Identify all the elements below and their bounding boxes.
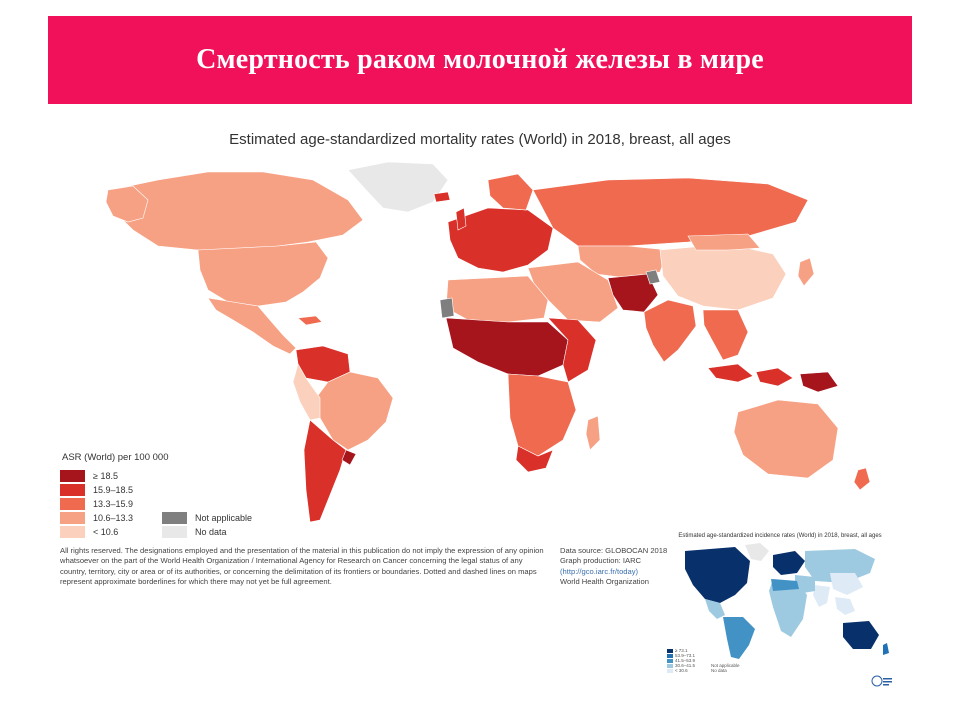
legend-label-2: 15.9–18.5 xyxy=(93,485,134,495)
mortality-world-map xyxy=(105,161,871,523)
legend-class-1: ≥ 18.5 xyxy=(60,470,118,482)
legend-label-5: < 10.6 xyxy=(93,527,119,537)
legend-class-3: 13.3–15.9 xyxy=(60,498,133,510)
iceland xyxy=(433,191,451,203)
inset-legend-nodata: No data xyxy=(711,668,727,673)
legend-label-3: 13.3–15.9 xyxy=(93,499,134,509)
inset-india xyxy=(813,585,830,607)
inset-southeast-asia xyxy=(835,597,855,615)
argentina xyxy=(303,419,347,523)
legend-no-data: No data xyxy=(162,526,227,538)
incidence-inset-map: Estimated age-standardized incidence rat… xyxy=(665,533,895,691)
slide-title: Смертность раком молочной железы в мире xyxy=(196,44,764,75)
who-logo-icon xyxy=(871,675,892,687)
russia xyxy=(532,177,809,247)
inset-legend-4: 30.6–41.5 xyxy=(675,663,696,668)
papua-new-guinea xyxy=(799,371,839,393)
inset-south-america xyxy=(723,617,755,659)
legend-swatch-3 xyxy=(60,498,85,510)
uk xyxy=(455,207,467,231)
inset-africa xyxy=(769,579,807,637)
new-zealand xyxy=(853,467,871,491)
inset-title: Estimated age-standardized incidence rat… xyxy=(678,533,882,539)
greenland xyxy=(347,161,449,213)
title-banner: Смертность раком молочной железы в мире xyxy=(48,16,912,104)
mongolia xyxy=(687,233,761,251)
inset-europe xyxy=(773,551,805,575)
inset-legend-2: 53.9–73.1 xyxy=(675,653,696,658)
europe xyxy=(447,207,554,273)
southeast-asia xyxy=(702,309,749,361)
inset-legend-3: 41.5–53.9 xyxy=(675,658,696,663)
east-africa xyxy=(547,317,597,383)
legend-label-1: ≥ 18.5 xyxy=(93,471,118,481)
mexico xyxy=(207,297,297,355)
legend-class-5: < 10.6 xyxy=(60,526,118,538)
caribbean xyxy=(297,315,323,326)
legend-swatch-4 xyxy=(60,512,85,524)
disclaimer-text: All rights reserved. The designations em… xyxy=(60,546,544,587)
indonesia xyxy=(707,363,794,387)
source-block: Data source: GLOBOCAN 2018 Graph product… xyxy=(560,546,680,588)
inset-australia xyxy=(843,621,879,649)
legend-label-4: 10.6–13.3 xyxy=(93,513,134,523)
legend-swatch-2 xyxy=(60,484,85,496)
map-title: Estimated age-standardized mortality rat… xyxy=(229,131,731,148)
legend-swatch-nodata xyxy=(162,526,187,538)
legend-label-na: Not applicable xyxy=(195,513,253,523)
legend-swatch-1 xyxy=(60,470,85,482)
map-legend: ASR (World) per 100 000 ≥ 18.5 15.9–18.5… xyxy=(60,452,360,542)
usa xyxy=(197,241,329,307)
legend-not-applicable: Not applicable xyxy=(162,512,252,524)
data-source: Data source: GLOBOCAN 2018 xyxy=(560,546,668,555)
legend-label-nodata: No data xyxy=(195,527,227,537)
inset-north-africa xyxy=(771,579,799,591)
inset-china xyxy=(830,573,863,595)
scandinavia xyxy=(487,173,534,211)
india xyxy=(643,299,697,363)
inset-russia-asia xyxy=(805,549,875,583)
north-africa xyxy=(445,275,549,323)
inset-north-america xyxy=(685,547,750,603)
graph-production: Graph production: IARC xyxy=(560,556,642,566)
madagascar xyxy=(585,415,601,451)
inset-map-svg xyxy=(685,543,889,659)
inset-new-zealand xyxy=(883,643,889,655)
west-central-africa xyxy=(445,317,569,377)
china xyxy=(659,243,787,311)
legend-class-4: 10.6–13.3 xyxy=(60,512,133,524)
canada xyxy=(109,171,364,251)
inset-central-america xyxy=(705,599,725,619)
inset-legend-5: < 30.6 xyxy=(675,668,688,673)
southern-africa xyxy=(507,373,577,457)
kashmir xyxy=(645,269,661,285)
legend-class-2: 15.9–18.5 xyxy=(60,484,133,496)
inset-legend-1: ≥ 73.1 xyxy=(675,648,688,653)
source-link[interactable]: (http://gco.iarc.fr/today) xyxy=(560,566,639,576)
legend-swatch-5 xyxy=(60,526,85,538)
australia xyxy=(733,399,839,479)
peru-bolivia xyxy=(292,363,321,421)
legend-swatch-na xyxy=(162,512,187,524)
western-sahara xyxy=(439,297,455,319)
inset-legend-swatches xyxy=(667,649,673,673)
south-africa xyxy=(515,445,554,473)
alaska xyxy=(105,185,149,223)
legend-title: ASR (World) per 100 000 xyxy=(62,452,169,463)
uruguay xyxy=(341,449,357,466)
inset-greenland xyxy=(745,543,769,561)
inset-legend-na: Not applicable xyxy=(711,663,740,668)
source-org: World Health Organization xyxy=(560,577,649,587)
japan xyxy=(797,257,815,287)
